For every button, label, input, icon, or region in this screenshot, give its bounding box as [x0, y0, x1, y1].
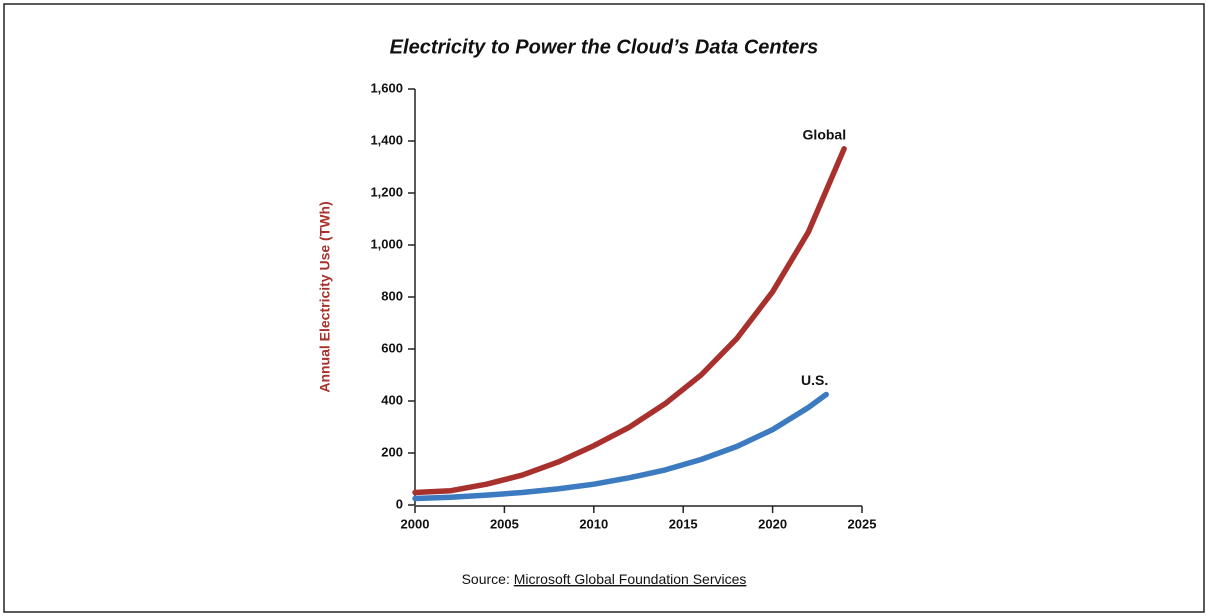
series-label: U.S.: [801, 372, 828, 388]
x-tick-label: 2025: [848, 516, 877, 531]
x-tick-label: 2020: [758, 516, 787, 531]
series-line: [412, 391, 829, 502]
frame: [3, 3, 1205, 613]
y-tick-label: 600: [381, 340, 403, 355]
x-tick-label: 2000: [401, 516, 430, 531]
y-tick-label: 800: [381, 288, 403, 303]
source-prefix: Source:: [462, 571, 510, 587]
y-tick-label: 200: [381, 444, 403, 459]
x-tick-label: 2005: [490, 516, 519, 531]
y-tick-label: 1,400: [370, 132, 403, 147]
y-tick-label: 0: [396, 496, 403, 511]
source-link[interactable]: Microsoft Global Foundation Services: [514, 571, 747, 587]
chart-title: Electricity to Power the Cloud’s Data Ce…: [390, 36, 819, 58]
y-axis-label: Annual Electricity Use (TWh): [317, 201, 333, 392]
y-tick-label: 1,200: [370, 184, 403, 199]
series-line: [412, 146, 847, 496]
y-tick-label: 1,600: [370, 80, 403, 95]
source: Source: Microsoft Global Foundation Serv…: [462, 571, 747, 587]
y-tick-label: 1,000: [370, 236, 403, 251]
x-tick-label: 2010: [579, 516, 608, 531]
x-tick-label: 2015: [669, 516, 698, 531]
series-label: Global: [803, 127, 847, 143]
y-tick-label: 400: [381, 392, 403, 407]
